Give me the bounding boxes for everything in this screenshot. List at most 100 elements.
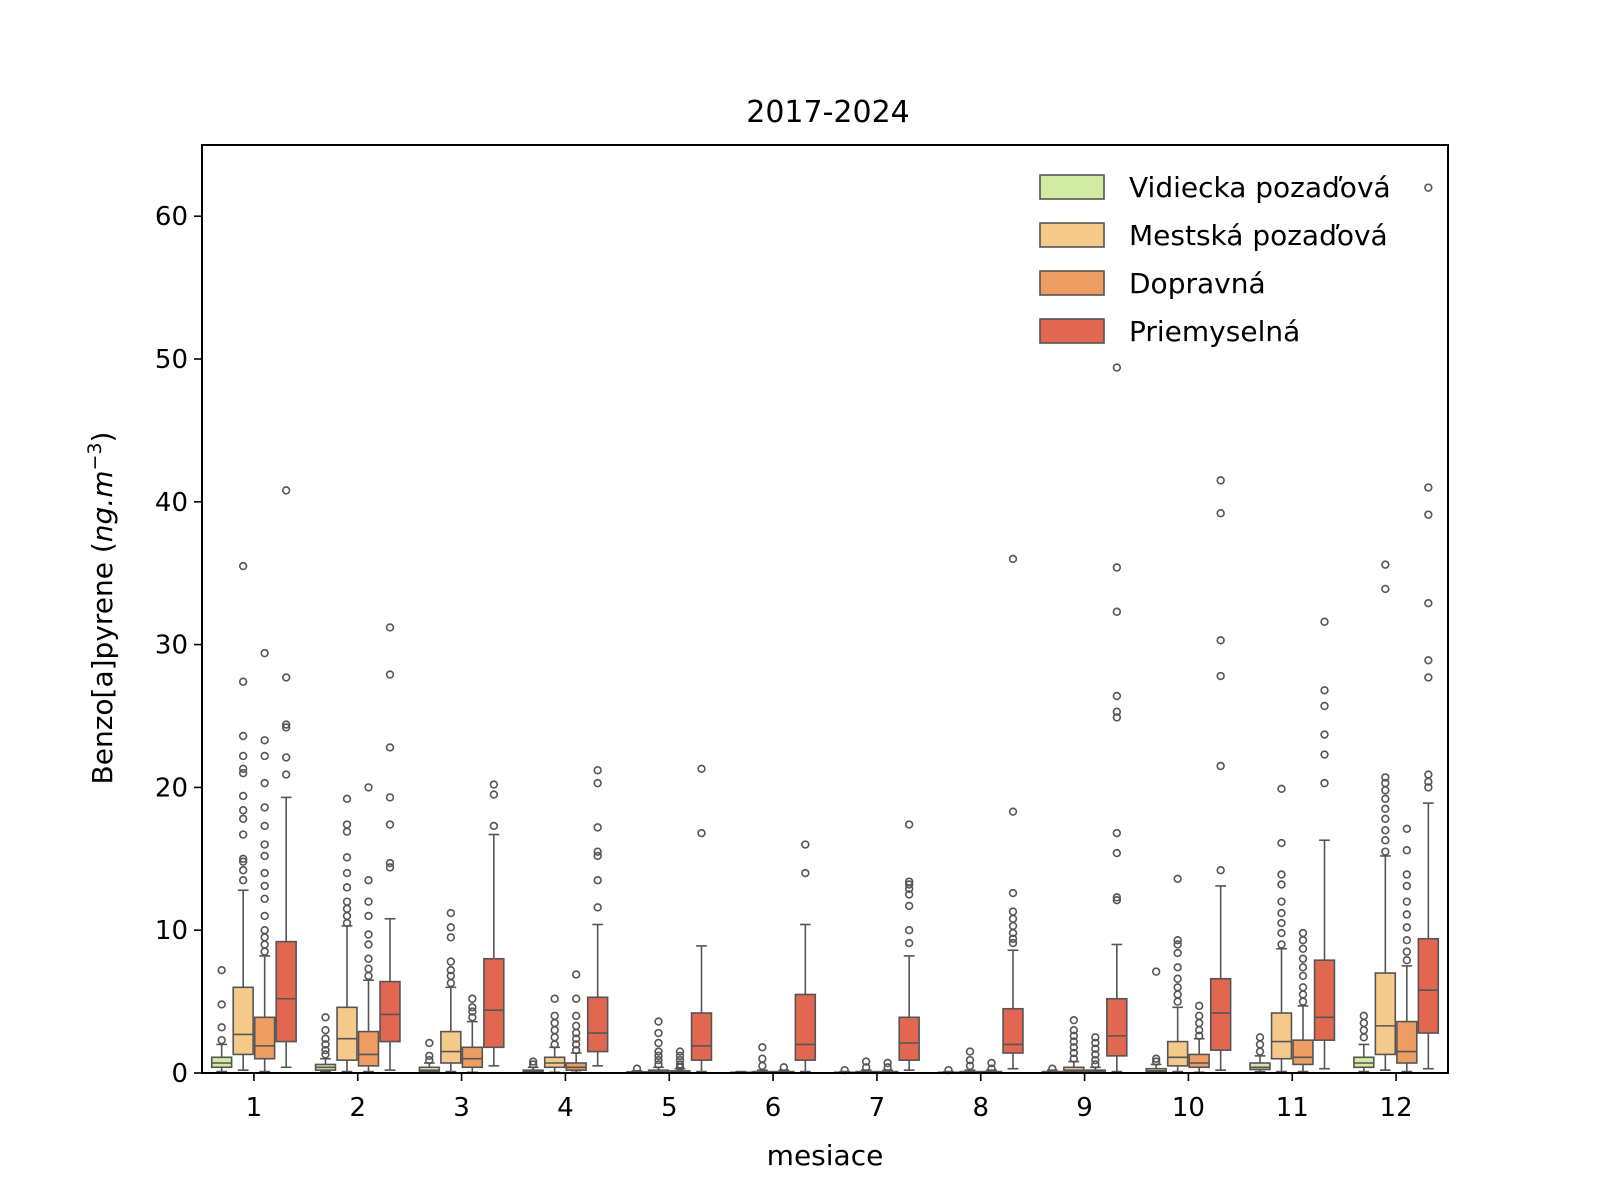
outlier-point (260, 851, 269, 861)
outlier-point (1008, 938, 1018, 948)
outlier-point (571, 1045, 581, 1055)
outlier-point (675, 1047, 685, 1056)
outlier-point (1381, 804, 1390, 814)
outlier-point (1173, 874, 1182, 883)
outlier-point (217, 1023, 226, 1032)
outlier-point (1069, 1048, 1079, 1058)
series-1 (232, 560, 1397, 1074)
plot-marks (210, 183, 1440, 1075)
outlier-point (260, 933, 269, 942)
outlier-point (385, 863, 395, 872)
outlier-point (593, 823, 602, 832)
box (1249, 1062, 1271, 1071)
outlier-point (1320, 686, 1329, 695)
outlier-point (238, 854, 248, 863)
outlier-point (904, 820, 914, 829)
box-group (418, 1038, 441, 1074)
outlier-point (1173, 948, 1182, 958)
box-group (210, 965, 233, 1073)
outlier-point (260, 821, 269, 831)
box (1106, 997, 1128, 1057)
box-group (1188, 1001, 1210, 1074)
outlier-point (1091, 1038, 1100, 1048)
outlier-point (1402, 955, 1412, 965)
outlier-point (1277, 928, 1286, 938)
outlier-point (1381, 584, 1390, 594)
outlier-point (593, 903, 602, 912)
outlier-point (364, 954, 373, 963)
outlier-point (364, 876, 373, 885)
outlier-point (1402, 846, 1412, 855)
box (1188, 1053, 1210, 1069)
outlier-point (1277, 784, 1286, 794)
outlier-point (1091, 1033, 1100, 1042)
outlier-point (238, 830, 248, 839)
outlier-point (593, 876, 602, 885)
outlier-point (1320, 701, 1329, 711)
outlier-point (468, 1003, 477, 1012)
outlier-point (1424, 783, 1433, 792)
y-tick-label: 10 (155, 916, 188, 946)
outlier-point (1173, 940, 1182, 949)
outlier-point (1151, 1054, 1161, 1063)
box-group (440, 908, 462, 1073)
outlier-point (364, 783, 373, 792)
box-group (751, 1043, 774, 1074)
outlier-point (342, 897, 352, 906)
outlier-point (425, 1038, 434, 1048)
outlier-point (1402, 947, 1412, 956)
box (1166, 1040, 1189, 1067)
box-group (647, 1017, 670, 1074)
box-group (543, 994, 566, 1074)
box-group (461, 994, 484, 1074)
outlier-point (281, 753, 291, 762)
outlier-point (1216, 636, 1225, 645)
box (1209, 977, 1232, 1051)
box (275, 940, 297, 1043)
legend-item: Priemyselná (1039, 315, 1300, 348)
outlier-point (446, 933, 456, 942)
outlier-point (1069, 1037, 1079, 1046)
outlier-point (1091, 1050, 1100, 1059)
box-group (773, 1063, 795, 1074)
outlier-point (1216, 866, 1225, 875)
outlier-point (281, 720, 291, 729)
box (1002, 1007, 1024, 1054)
outlier-point (1381, 826, 1390, 835)
box-group (336, 794, 358, 1073)
outlier-point (1112, 691, 1122, 701)
outlier-point (342, 883, 352, 892)
outlier-point (1091, 1060, 1100, 1069)
outlier-point (342, 820, 352, 829)
box (232, 986, 254, 1056)
outlier-point (1112, 713, 1122, 722)
y-tick-label: 50 (155, 345, 188, 375)
outlier-point (217, 1035, 226, 1045)
outlier-point (571, 1021, 581, 1031)
outlier-point (1402, 897, 1412, 906)
outlier-point (342, 904, 352, 913)
outlier-point (1381, 814, 1390, 824)
outlier-point (801, 840, 810, 849)
outlier-point (1112, 607, 1122, 616)
outlier-point (1320, 730, 1329, 739)
outlier-point (281, 673, 291, 682)
outlier-point (550, 1025, 559, 1035)
outlier-point (238, 791, 248, 801)
outlier-point (758, 1061, 767, 1071)
x-tick-label: 6 (765, 1093, 782, 1123)
outlier-point (260, 648, 269, 658)
outlier-point (385, 743, 395, 752)
box-group (1270, 784, 1293, 1073)
outlier-point (593, 851, 602, 861)
outlier-point (883, 1063, 892, 1072)
outlier-point (904, 880, 914, 889)
outlier-point (1112, 896, 1122, 905)
outlier-point (342, 827, 352, 836)
outlier-point (260, 868, 269, 878)
outlier-point (1298, 928, 1308, 938)
x-axis: 1 2 3 4 5 6 7 8 9 10 11 12 (246, 1073, 1413, 1123)
outlier-point (1255, 1033, 1265, 1042)
box-group (1249, 1033, 1271, 1073)
outlier-point (238, 764, 248, 774)
